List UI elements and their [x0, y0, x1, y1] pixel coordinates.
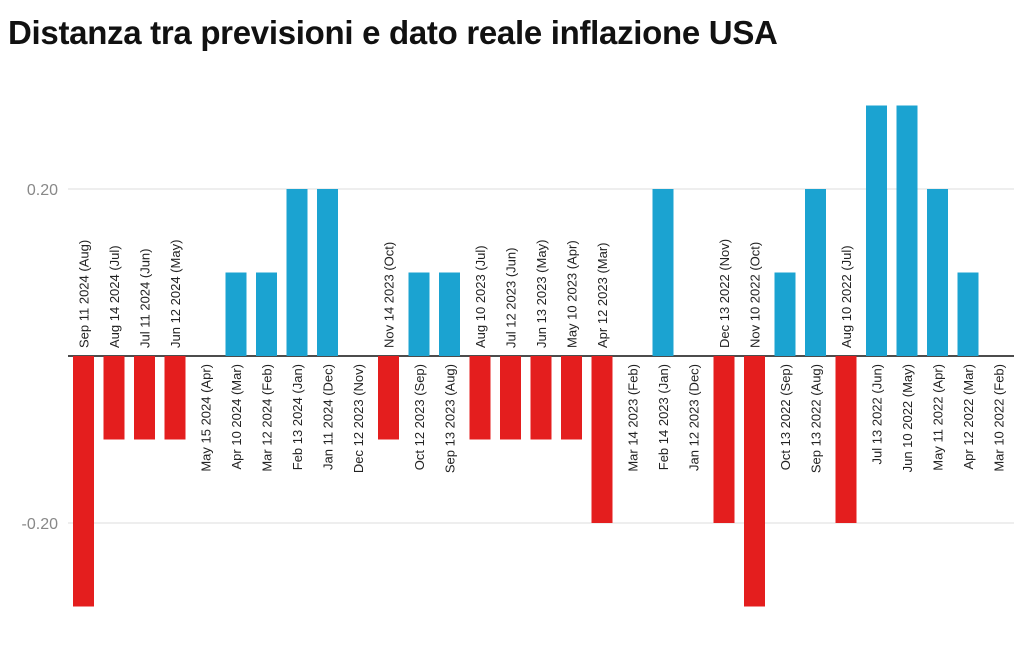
category-label: Sep 11 2024 (Aug)	[77, 240, 92, 348]
bar	[134, 356, 155, 440]
category-label: May 10 2023 (Apr)	[565, 240, 580, 348]
category-label: Dec 12 2023 (Nov)	[351, 364, 366, 473]
chart-title: Distanza tra previsioni e dato reale inf…	[8, 14, 778, 51]
bar	[164, 356, 186, 440]
category-label: Nov 14 2023 (Oct)	[382, 242, 397, 348]
bar	[591, 356, 613, 523]
y-tick-label: 0.20	[27, 182, 58, 199]
y-tick-label: -0.20	[22, 516, 59, 533]
bar	[378, 356, 399, 440]
bar	[439, 272, 460, 356]
category-label: Jun 12 2024 (May)	[168, 240, 183, 348]
bar	[896, 105, 918, 356]
category-label: Jan 12 2023 (Dec)	[687, 364, 702, 471]
category-label: Oct 12 2023 (Sep)	[412, 364, 427, 470]
bar	[408, 272, 430, 356]
bar	[469, 356, 491, 440]
bar	[103, 356, 125, 440]
category-label: Aug 14 2024 (Jul)	[107, 245, 122, 348]
bar	[225, 272, 247, 356]
category-label: Sep 13 2022 (Aug)	[809, 364, 824, 473]
category-label: Aug 10 2022 (Jul)	[839, 245, 854, 348]
bar	[835, 356, 857, 523]
category-label: Feb 13 2024 (Jan)	[290, 364, 305, 470]
category-label: Feb 14 2023 (Jan)	[656, 364, 671, 470]
category-label: Mar 12 2024 (Feb)	[260, 364, 275, 472]
category-label: Mar 10 2022 (Feb)	[992, 364, 1007, 472]
category-label: May 15 2024 (Apr)	[199, 364, 214, 472]
category-label: May 11 2022 (Apr)	[931, 364, 946, 471]
category-label: Aug 10 2023 (Jul)	[473, 245, 488, 348]
category-label: Jan 11 2024 (Dec)	[321, 364, 336, 470]
category-label: Mar 14 2023 (Feb)	[626, 364, 641, 472]
bar	[530, 356, 552, 440]
category-labels: Sep 11 2024 (Aug) Aug 14 2024 (Jul) Jul 11…	[77, 239, 1007, 473]
bar	[73, 356, 94, 607]
bar	[866, 105, 887, 356]
category-label: Jul 12 2023 (Jun)	[504, 248, 519, 348]
bar	[774, 272, 796, 356]
bar	[561, 356, 582, 440]
bar	[317, 189, 338, 356]
bar	[500, 356, 521, 440]
bar	[713, 356, 735, 523]
bar	[957, 272, 979, 356]
bar	[805, 189, 826, 356]
y-axis-ticks: -0.20 0.20	[22, 182, 59, 533]
bar	[927, 189, 948, 356]
category-label: Jul 11 2024 (Jun)	[138, 249, 153, 349]
bar	[744, 356, 765, 607]
bar	[652, 189, 674, 356]
bar	[256, 272, 277, 356]
category-label: Sep 13 2023 (Aug)	[443, 364, 458, 473]
category-label: Nov 10 2022 (Oct)	[748, 242, 763, 348]
category-label: Apr 10 2024 (Mar)	[229, 364, 244, 470]
bars	[73, 105, 979, 607]
category-label: Apr 12 2023 (Mar)	[595, 243, 610, 349]
category-label: Jun 10 2022 (May)	[900, 364, 915, 472]
category-label: Apr 12 2022 (Mar)	[961, 364, 976, 470]
category-label: Dec 13 2022 (Nov)	[717, 239, 732, 348]
category-label: Jun 13 2023 (May)	[534, 240, 549, 348]
category-label: Oct 13 2022 (Sep)	[778, 364, 793, 470]
category-label: Jul 13 2022 (Jun)	[870, 364, 885, 464]
bar	[286, 189, 308, 356]
